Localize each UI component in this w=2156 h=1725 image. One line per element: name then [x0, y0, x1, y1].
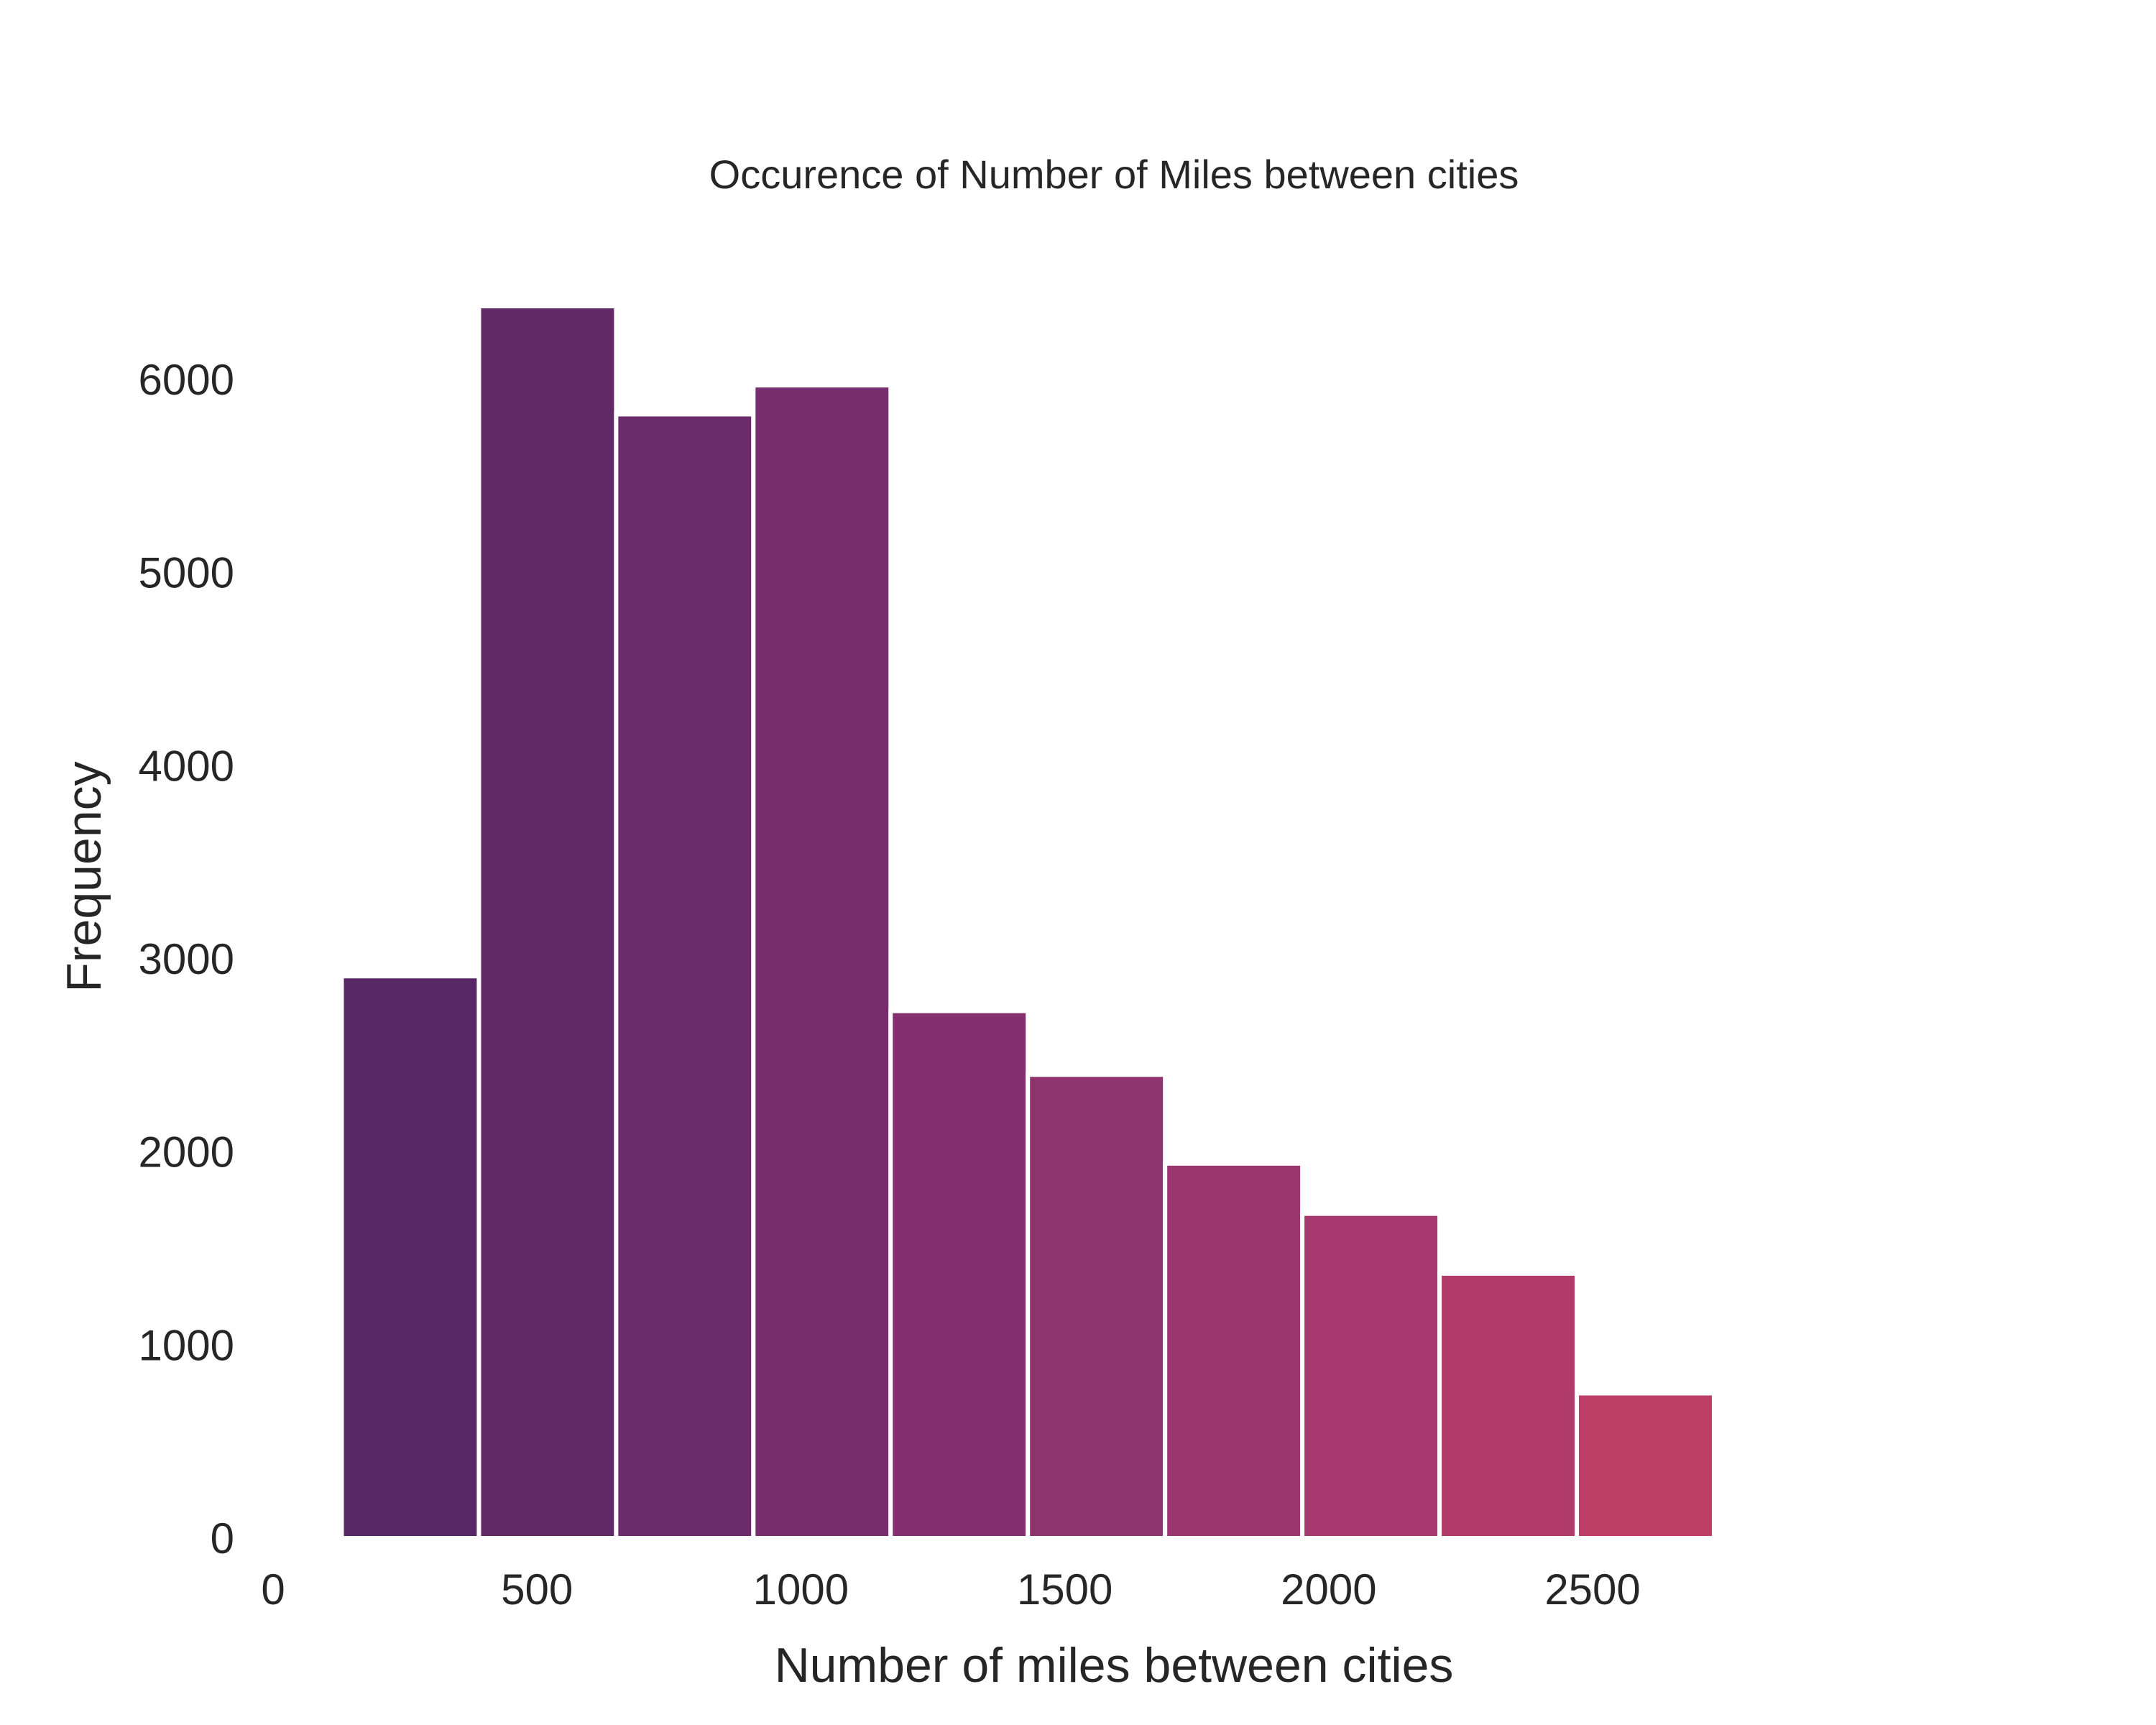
x-tick-label: 2000	[1281, 1565, 1376, 1614]
y-tick-label: 2000	[139, 1128, 234, 1177]
histogram-bar-9	[1437, 1271, 1580, 1540]
y-tick-label: 3000	[139, 935, 234, 983]
histogram-bar-8	[1300, 1211, 1442, 1541]
x-tick-label: 2500	[1544, 1565, 1640, 1614]
y-tick-label: 4000	[139, 742, 234, 790]
histogram-bar-6	[1026, 1072, 1168, 1540]
y-tick-label: 0	[211, 1514, 234, 1563]
x-tick-labels: 0 500 1000 1500 2000 2500	[261, 1565, 1640, 1614]
histogram-bar-4	[751, 383, 893, 1540]
y-tick-labels: 0 1000 2000 3000 4000 5000 6000	[139, 356, 234, 1563]
chart-title: Occurence of Number of Miles between cit…	[709, 152, 1519, 197]
y-axis-label: Frequency	[57, 761, 111, 992]
x-tick-label: 1500	[1017, 1565, 1112, 1614]
x-axis-label: Number of miles between cities	[775, 1638, 1454, 1693]
x-tick-label: 500	[501, 1565, 573, 1614]
histogram-bar-5	[888, 1008, 1031, 1540]
y-tick-label: 1000	[139, 1321, 234, 1369]
histogram-bar-7	[1163, 1161, 1305, 1541]
y-tick-label: 6000	[139, 356, 234, 404]
histogram-bar-2	[476, 303, 619, 1541]
y-tick-label: 5000	[139, 549, 234, 597]
histogram-bar-3	[614, 412, 756, 1540]
bars-group	[339, 303, 1716, 1541]
x-tick-label: 1000	[753, 1565, 849, 1614]
histogram-bar-10	[1575, 1391, 1716, 1540]
x-tick-label: 0	[261, 1565, 285, 1614]
histogram-bar-1	[339, 974, 482, 1540]
